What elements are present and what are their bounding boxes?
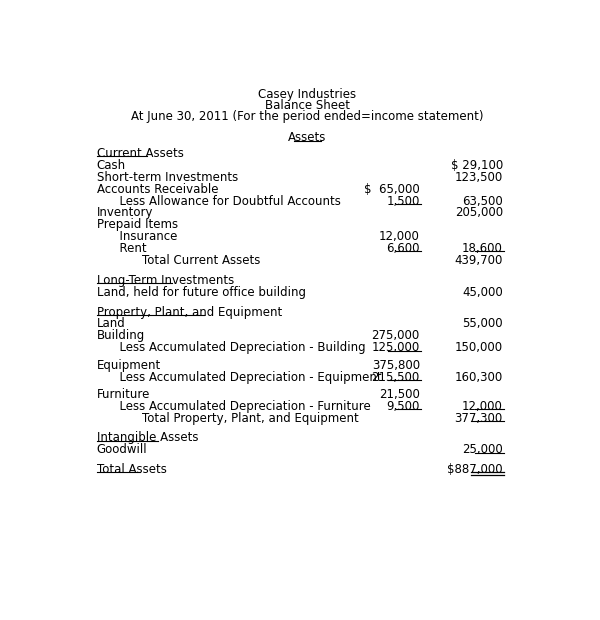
Text: Land, held for future office building: Land, held for future office building bbox=[97, 286, 306, 299]
Text: Goodwill: Goodwill bbox=[97, 443, 148, 456]
Text: 1,500: 1,500 bbox=[386, 195, 420, 208]
Text: Inventory: Inventory bbox=[97, 206, 153, 219]
Text: 25,000: 25,000 bbox=[462, 443, 503, 456]
Text: Less Accumulated Depreciation - Equipment: Less Accumulated Depreciation - Equipmen… bbox=[97, 371, 382, 384]
Text: 9,500: 9,500 bbox=[386, 400, 420, 413]
Text: 377,300: 377,300 bbox=[455, 412, 503, 425]
Text: Balance Sheet: Balance Sheet bbox=[265, 99, 350, 112]
Text: 205,000: 205,000 bbox=[455, 206, 503, 219]
Text: Rent: Rent bbox=[97, 242, 146, 255]
Text: 55,000: 55,000 bbox=[462, 317, 503, 330]
Text: 12,000: 12,000 bbox=[379, 230, 420, 243]
Text: Furniture: Furniture bbox=[97, 388, 150, 401]
Text: Short-term Investments: Short-term Investments bbox=[97, 170, 238, 184]
Text: Accounts Receivable: Accounts Receivable bbox=[97, 182, 218, 195]
Text: 6,600: 6,600 bbox=[386, 242, 420, 255]
Text: Insurance: Insurance bbox=[97, 230, 177, 243]
Text: Building: Building bbox=[97, 329, 145, 342]
Text: Assets: Assets bbox=[289, 131, 326, 144]
Text: $887,000: $887,000 bbox=[447, 463, 503, 476]
Text: 21,500: 21,500 bbox=[379, 388, 420, 401]
Text: 45,000: 45,000 bbox=[462, 286, 503, 299]
Text: Less Accumulated Depreciation - Building: Less Accumulated Depreciation - Building bbox=[97, 342, 365, 354]
Text: Current Assets: Current Assets bbox=[97, 147, 184, 160]
Text: 160,300: 160,300 bbox=[455, 371, 503, 384]
Text: Land: Land bbox=[97, 317, 125, 330]
Text: Long-Term Investments: Long-Term Investments bbox=[97, 274, 234, 287]
Text: 439,700: 439,700 bbox=[454, 254, 503, 267]
Text: Total Current Assets: Total Current Assets bbox=[97, 254, 260, 267]
Text: Less Accumulated Depreciation - Furniture: Less Accumulated Depreciation - Furnitur… bbox=[97, 400, 370, 413]
Text: 123,500: 123,500 bbox=[455, 170, 503, 184]
Text: Intangible Assets: Intangible Assets bbox=[97, 432, 198, 445]
Text: At June 30, 2011 (For the period ended=income statement): At June 30, 2011 (For the period ended=i… bbox=[131, 110, 484, 123]
Text: 275,000: 275,000 bbox=[371, 329, 420, 342]
Text: 215,500: 215,500 bbox=[371, 371, 420, 384]
Text: 375,800: 375,800 bbox=[372, 358, 420, 371]
Text: 63,500: 63,500 bbox=[462, 195, 503, 208]
Text: $  65,000: $ 65,000 bbox=[364, 182, 420, 195]
Text: 12,000: 12,000 bbox=[462, 400, 503, 413]
Text: Property, Plant, and Equipment: Property, Plant, and Equipment bbox=[97, 306, 282, 319]
Text: $ 29,100: $ 29,100 bbox=[451, 159, 503, 172]
Text: Equipment: Equipment bbox=[97, 358, 161, 371]
Text: Prepaid Items: Prepaid Items bbox=[97, 218, 178, 231]
Text: Casey Industries: Casey Industries bbox=[259, 88, 356, 101]
Text: 125,000: 125,000 bbox=[371, 342, 420, 354]
Text: Total Assets: Total Assets bbox=[97, 463, 167, 476]
Text: Cash: Cash bbox=[97, 159, 126, 172]
Text: 18,600: 18,600 bbox=[462, 242, 503, 255]
Text: 150,000: 150,000 bbox=[455, 342, 503, 354]
Text: Less Allowance for Doubtful Accounts: Less Allowance for Doubtful Accounts bbox=[97, 195, 341, 208]
Text: Total Property, Plant, and Equipment: Total Property, Plant, and Equipment bbox=[97, 412, 358, 425]
